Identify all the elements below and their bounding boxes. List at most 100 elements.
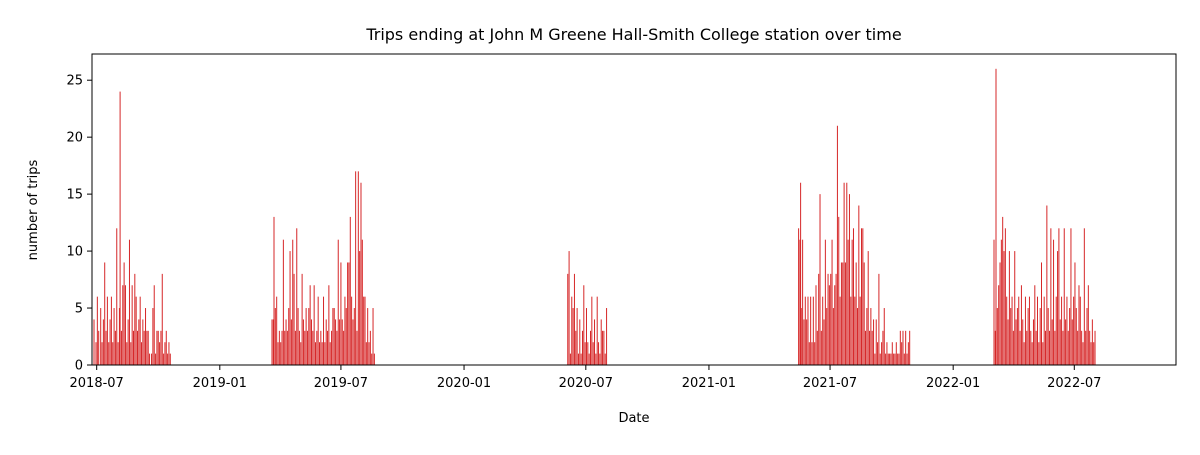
bar <box>1038 342 1040 365</box>
bar <box>343 330 345 365</box>
bar <box>363 296 365 365</box>
bar <box>1085 330 1087 365</box>
bar <box>994 330 996 365</box>
bar <box>1059 319 1061 365</box>
bar <box>1039 308 1041 365</box>
bar <box>859 296 861 365</box>
bar <box>877 342 879 365</box>
bar <box>995 68 997 365</box>
bar <box>134 273 136 365</box>
x-tick-label: 2018-07 <box>70 376 124 391</box>
bar <box>580 353 582 365</box>
bar <box>159 342 161 365</box>
bar <box>854 296 856 365</box>
bar <box>368 342 370 365</box>
bar <box>843 182 845 365</box>
bar <box>272 319 274 365</box>
bar <box>1034 285 1036 365</box>
bar <box>1022 319 1024 365</box>
x-tick-label: 2019-07 <box>314 376 368 391</box>
bar <box>901 342 903 365</box>
bar <box>372 308 374 365</box>
bar <box>333 308 335 365</box>
bar <box>361 239 363 365</box>
bar <box>360 182 362 365</box>
bar <box>365 342 367 365</box>
bar <box>902 330 904 365</box>
bar <box>160 330 162 365</box>
bar <box>124 285 126 365</box>
bar <box>1041 262 1042 365</box>
bar <box>1024 296 1026 365</box>
bar <box>1047 308 1049 365</box>
bar <box>905 330 907 365</box>
bar <box>349 216 351 365</box>
bar <box>278 330 280 365</box>
bar <box>799 239 801 365</box>
y-tick-label: 5 <box>75 302 83 317</box>
bar <box>818 273 820 365</box>
bar <box>128 239 130 365</box>
bar <box>812 296 814 365</box>
bar <box>153 285 155 365</box>
bar <box>873 319 875 365</box>
bar <box>835 273 837 365</box>
bar <box>906 353 908 365</box>
bar <box>1046 205 1048 365</box>
bar <box>353 308 355 365</box>
bar <box>345 308 347 365</box>
bar <box>351 296 353 365</box>
bar <box>1043 296 1045 365</box>
bar <box>302 319 304 365</box>
bar <box>1035 330 1037 365</box>
bar <box>598 342 600 365</box>
bar <box>887 353 889 365</box>
bar <box>568 251 570 365</box>
bar <box>120 330 122 365</box>
bar <box>1018 296 1020 365</box>
bar <box>881 342 883 365</box>
bar <box>327 330 329 365</box>
bar <box>1020 285 1022 365</box>
bar <box>827 273 829 365</box>
bar <box>836 125 838 366</box>
bar <box>798 228 800 365</box>
bar <box>161 273 163 365</box>
bar <box>1050 228 1052 365</box>
bar <box>281 330 283 365</box>
bar <box>862 228 864 365</box>
bar <box>109 319 111 365</box>
bar <box>856 308 858 365</box>
x-tick-label: 2021-07 <box>803 376 857 391</box>
bar <box>101 342 103 365</box>
bar <box>870 308 872 365</box>
bar <box>100 308 102 365</box>
bar <box>1062 330 1064 365</box>
bar <box>863 262 865 365</box>
bar <box>308 308 310 365</box>
bar <box>149 353 151 365</box>
bar <box>332 308 334 365</box>
bar <box>866 308 868 365</box>
bar <box>879 353 881 365</box>
bar <box>819 194 821 365</box>
bar <box>851 239 853 365</box>
bar <box>1074 262 1076 365</box>
bar <box>1008 251 1010 365</box>
bar <box>359 251 361 365</box>
bar <box>816 330 818 365</box>
bar <box>890 353 892 365</box>
bar <box>575 330 577 365</box>
bar <box>847 239 849 365</box>
bar <box>1071 319 1073 365</box>
bar <box>1002 216 1004 365</box>
chart-title: Trips ending at John M Greene Hall-Smith… <box>365 25 901 44</box>
bar <box>167 353 169 365</box>
bar <box>98 330 100 365</box>
bar <box>832 308 834 365</box>
bar <box>1031 342 1033 365</box>
bar <box>169 353 171 365</box>
bar <box>296 228 298 365</box>
bar <box>1053 239 1055 365</box>
bar <box>93 319 95 365</box>
